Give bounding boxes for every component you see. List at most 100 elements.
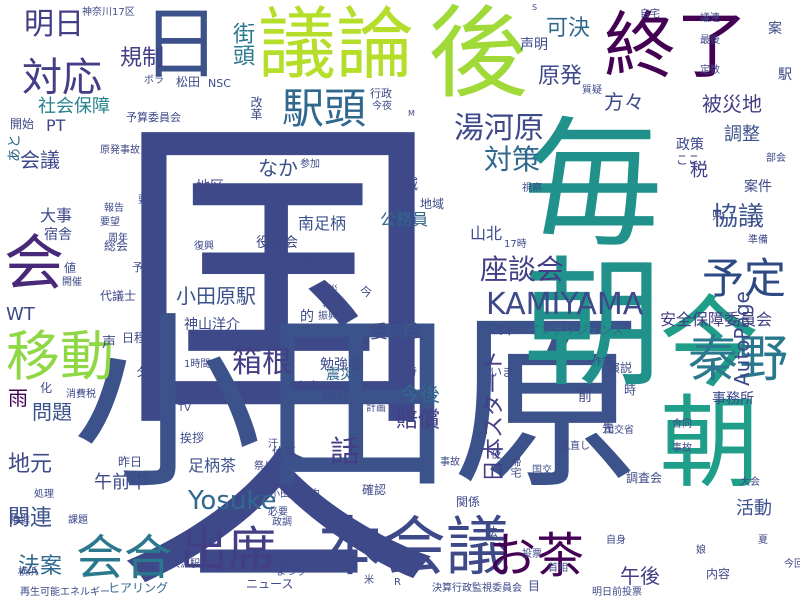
cloud-word: 小田原 <box>72 294 643 515</box>
cloud-word: 政治 <box>240 389 260 400</box>
cloud-word: 山北 <box>470 224 503 243</box>
cloud-word: 定数 <box>700 65 720 76</box>
cloud-word: 賠償 <box>396 408 441 433</box>
cloud-word: いま <box>490 365 515 379</box>
cloud-word: 17時 <box>504 239 527 250</box>
cloud-word: 本会議 <box>318 511 510 585</box>
cloud-word: 首相 <box>548 563 568 574</box>
cloud-word: 地域 <box>420 197 445 211</box>
cloud-word: 国交 <box>532 465 552 476</box>
cloud-word: 災害 <box>286 253 314 269</box>
cloud-word: 国交省 <box>604 425 634 436</box>
cloud-word: 終了 <box>604 4 749 88</box>
cloud-word: 社会保障 <box>38 96 110 117</box>
cloud-word: 安全保障委員会 <box>660 310 773 329</box>
cloud-word: 被災地 <box>702 92 762 116</box>
cloud-word: 駅頭 <box>282 84 367 133</box>
cloud-word: KAMIYAMA <box>486 287 644 322</box>
cloud-word: 方々 <box>604 90 644 114</box>
cloud-word: 大会 <box>740 477 760 488</box>
cloud-word: 今 <box>360 285 373 299</box>
cloud-word: 政調 <box>272 517 292 528</box>
cloud-word: 数 <box>280 559 290 570</box>
cloud-word: 予算委員会 <box>126 111 181 124</box>
cloud-word: 震災 <box>326 367 354 383</box>
cloud-word: 移動 <box>6 325 114 388</box>
cloud-word: 温泉 <box>330 255 352 268</box>
cloud-word: 時 <box>624 383 637 397</box>
cloud-word: 決算行政監視委員会 <box>432 583 522 594</box>
cloud-word: 部会 <box>766 153 786 164</box>
cloud-word: PT <box>46 116 66 135</box>
cloud-word: 推進 <box>10 515 30 526</box>
cloud-word: 事故 <box>672 443 692 454</box>
cloud-word: 演説 <box>608 361 633 375</box>
cloud-word: 報道 <box>322 299 342 310</box>
cloud-word: あと <box>7 134 23 162</box>
cloud-word: 自宅 <box>640 9 660 20</box>
cloud-word: 夏 <box>758 535 768 546</box>
cloud-word: 見直し <box>560 441 590 452</box>
cloud-word: 会議 <box>20 148 60 172</box>
cloud-word: 地元 <box>8 452 53 477</box>
cloud-word: 内容 <box>706 567 731 581</box>
cloud-word: 公務員 <box>380 210 429 229</box>
cloud-word: 汗 <box>268 439 278 450</box>
cloud-word: 午後 <box>620 564 660 588</box>
cloud-word: 夜 <box>489 448 502 459</box>
cloud-word: 原発 <box>538 64 583 89</box>
cloud-word: 要望 <box>100 217 120 228</box>
cloud-word: 質疑 <box>582 85 602 96</box>
cloud-word: 協議 <box>712 202 765 232</box>
cloud-word: 米 <box>364 575 374 586</box>
cloud-word: 自身 <box>606 535 626 546</box>
cloud-word: ヒアリング <box>108 581 169 595</box>
cloud-word: 可決 <box>546 16 591 41</box>
cloud-word: 成立 <box>356 137 381 151</box>
cloud-word: 案件 <box>744 179 772 195</box>
cloud-word: ボラ <box>144 75 164 86</box>
cloud-word: 1時間 <box>184 359 211 370</box>
cloud-word: 合同 <box>672 419 692 430</box>
cloud-word: Yosuke <box>188 486 277 516</box>
cloud-word: 祭り <box>254 461 274 472</box>
cloud-word: 来年度 <box>288 381 318 392</box>
cloud-word: 値 <box>64 261 77 275</box>
cloud-word: 消費税 <box>66 389 96 400</box>
cloud-word: 夕方 <box>136 365 161 379</box>
cloud-word: 政策 <box>676 137 704 153</box>
cloud-word: 的 <box>300 309 314 325</box>
cloud-word: 計画 <box>366 403 386 414</box>
cloud-word: 入り <box>188 137 208 148</box>
cloud-word: 地区 <box>196 179 224 195</box>
cloud-word: 要請 <box>138 195 158 206</box>
cloud-word: 足柄茶 <box>188 456 237 475</box>
cloud-word: 南足柄 <box>298 214 347 233</box>
cloud-word: 目 <box>528 579 541 593</box>
cloud-word: TV <box>178 403 191 414</box>
cloud-word: 話 <box>330 435 360 470</box>
cloud-word: 今回 <box>784 559 800 570</box>
cloud-word: 小田原駅 <box>176 284 256 308</box>
cloud-word: 気 <box>148 315 158 326</box>
cloud-word: まつり <box>276 567 306 578</box>
cloud-word: 明日前投票 <box>592 587 642 598</box>
cloud-word: 出席 <box>180 522 277 578</box>
cloud-word: 大事 <box>40 206 73 225</box>
cloud-word: 勉強会 <box>320 357 362 373</box>
cloud-word: 規制 <box>120 46 165 71</box>
cloud-word: 必要 <box>268 507 288 518</box>
cloud-word: 今後 <box>400 382 440 406</box>
cloud-word: 今夜 <box>372 101 392 112</box>
cloud-word: 参加 <box>300 159 320 170</box>
cloud-word: Bq <box>226 257 245 273</box>
cloud-word: 報告 <box>104 203 124 214</box>
cloud-word: 総会 <box>104 239 129 253</box>
cloud-word: 仕事 <box>272 445 297 459</box>
cloud-word: 開始 <box>10 117 35 131</box>
cloud-word: 活動 <box>736 498 772 519</box>
cloud-word: 調整 <box>724 124 760 145</box>
cloud-word: コト <box>490 323 518 339</box>
cloud-word: なか <box>258 156 298 180</box>
cloud-word: ニュース <box>246 577 294 591</box>
